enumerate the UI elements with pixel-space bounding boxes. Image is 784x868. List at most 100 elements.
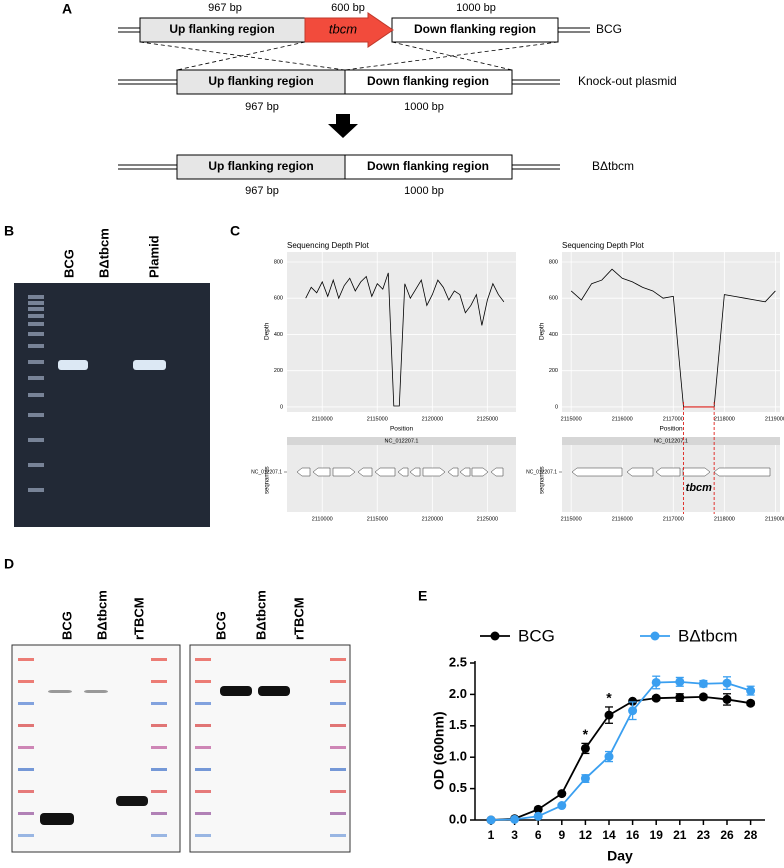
marker-band — [151, 746, 167, 749]
x-tick-label: 2120000 — [422, 516, 443, 522]
construct-name: Knock-out plasmid — [578, 74, 677, 88]
gene-feature — [571, 467, 623, 477]
lane-label: BΔtbcm — [253, 590, 268, 640]
panel-letter: B — [4, 223, 14, 239]
crossover-line — [344, 41, 559, 71]
y-tick-label: 400 — [274, 332, 283, 338]
x-tick-label: 2120000 — [422, 416, 443, 422]
deletion-label: tbcm — [686, 482, 713, 494]
legend-marker — [490, 631, 500, 641]
x-tick-label: 1 — [488, 828, 495, 842]
track-y-tick: NC_012207.1 — [251, 469, 282, 475]
region-box — [344, 69, 513, 95]
ladder-band — [28, 307, 44, 311]
track-y-tick: NC_012207.1 — [526, 469, 557, 475]
region-box — [344, 154, 513, 180]
dna-band — [133, 360, 166, 370]
y-tick-label: 800 — [274, 259, 283, 265]
x-tick-label: 2117000 — [663, 516, 684, 522]
y-tick-label: 1.0 — [449, 749, 467, 764]
x-tick-label: 2119000 — [765, 416, 784, 422]
y-tick-label: 600 — [274, 296, 283, 302]
x-tick-label: 23 — [697, 828, 711, 842]
y-tick-label: 200 — [549, 368, 558, 374]
ladder-band — [28, 413, 44, 417]
ladder-band — [28, 344, 44, 348]
region-box — [176, 154, 346, 180]
marker-band — [18, 680, 34, 683]
marker-band — [151, 768, 167, 771]
marker-band — [195, 658, 211, 661]
x-tick-label: 2125000 — [477, 416, 498, 422]
x-tick-label: 2115000 — [367, 516, 388, 522]
bp-label: 1000 bp — [404, 101, 444, 113]
marker-band — [195, 790, 211, 793]
marker-band — [330, 702, 346, 705]
significance-mark: * — [606, 690, 612, 706]
data-point — [746, 698, 756, 708]
lane-label: rTBCM — [291, 597, 306, 640]
marker-band — [330, 658, 346, 661]
marker-band — [151, 658, 167, 661]
data-point — [675, 677, 685, 687]
protein-band — [116, 796, 148, 806]
gene-feature — [459, 467, 471, 477]
y-tick-label: 0.5 — [449, 780, 467, 795]
marker-band — [18, 768, 34, 771]
significance-mark: * — [583, 726, 589, 742]
bp-label: 967 bp — [208, 2, 242, 14]
gene-feature — [374, 467, 396, 477]
protein-band — [220, 686, 252, 696]
data-point — [533, 811, 543, 821]
marker-band — [18, 812, 34, 815]
gene-feature — [409, 467, 421, 477]
legend-label: BΔtbcm — [678, 626, 738, 645]
marker-band — [330, 724, 346, 727]
marker-band — [330, 768, 346, 771]
gene-feature — [682, 467, 711, 477]
y-tick-label: 2.5 — [449, 654, 467, 669]
gene-feature — [655, 467, 681, 477]
data-point — [651, 677, 661, 687]
x-tick-label: 2115000 — [561, 416, 582, 422]
x-tick-label: 2118000 — [714, 416, 735, 422]
data-point — [698, 692, 708, 702]
track-y-label: seqnames — [265, 466, 271, 494]
ladder-band — [28, 393, 44, 397]
gene-feature — [397, 467, 409, 477]
legend-marker — [650, 631, 660, 641]
data-point — [580, 743, 590, 753]
region-label: Down flanking region — [414, 22, 536, 36]
x-tick-label: 2117000 — [663, 416, 684, 422]
legend-label: BCG — [518, 626, 555, 645]
lane-label: BΔtbcm — [96, 228, 111, 278]
ladder-band — [28, 332, 44, 336]
series-line — [490, 696, 751, 821]
data-point — [486, 815, 496, 825]
lane-label: Plamid — [146, 235, 161, 278]
y-tick-label: 600 — [549, 296, 558, 302]
gene-feature — [447, 467, 459, 477]
gene-feature — [312, 467, 331, 477]
track-header-label: NC_012207.1 — [385, 438, 419, 444]
track-header — [287, 437, 516, 445]
bp-label: 1000 bp — [404, 185, 444, 197]
marker-band — [151, 724, 167, 727]
y-axis-label: Depth — [539, 322, 546, 340]
track-panel — [287, 445, 516, 512]
gel — [14, 283, 210, 527]
construct-name: BΔtbcm — [592, 159, 634, 173]
marker-band — [151, 790, 167, 793]
data-point — [580, 774, 590, 784]
marker-band — [330, 790, 346, 793]
region-label: Up flanking region — [169, 22, 274, 36]
gene-label: tbcm — [329, 21, 357, 36]
x-tick-label: 6 — [535, 828, 542, 842]
data-point — [604, 710, 614, 720]
marker-band — [195, 746, 211, 749]
ladder-band — [28, 295, 44, 299]
data-point — [698, 679, 708, 689]
chart-title: Sequencing Depth Plot — [562, 241, 645, 250]
region-box — [139, 17, 306, 43]
bp-label: 967 bp — [245, 101, 279, 113]
